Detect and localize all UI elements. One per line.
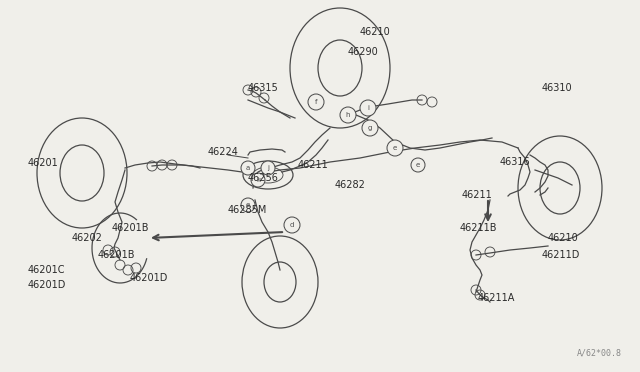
Text: k: k	[256, 177, 260, 183]
Circle shape	[284, 217, 300, 233]
Text: 46201B: 46201B	[98, 250, 136, 260]
Circle shape	[360, 100, 376, 116]
Text: 46211: 46211	[462, 190, 493, 200]
Text: 46201C: 46201C	[28, 265, 65, 275]
Circle shape	[251, 173, 265, 187]
Text: 46316: 46316	[500, 157, 531, 167]
Text: 46201: 46201	[28, 158, 59, 168]
Text: f: f	[315, 99, 317, 105]
Circle shape	[308, 94, 324, 110]
Circle shape	[340, 107, 356, 123]
Circle shape	[411, 158, 425, 172]
Text: A/62*00.8: A/62*00.8	[577, 349, 622, 358]
Text: 46211B: 46211B	[460, 223, 497, 233]
Text: 46211: 46211	[298, 160, 329, 170]
Text: g: g	[368, 125, 372, 131]
Text: 46282: 46282	[335, 180, 366, 190]
Text: i: i	[367, 105, 369, 111]
Text: 46210: 46210	[360, 27, 391, 37]
Text: h: h	[346, 112, 350, 118]
Text: e: e	[416, 162, 420, 168]
Circle shape	[241, 198, 255, 212]
Text: 46201D: 46201D	[130, 273, 168, 283]
Text: a: a	[246, 165, 250, 171]
Text: j: j	[267, 165, 269, 171]
Text: 46224: 46224	[208, 147, 239, 157]
Text: 46285M: 46285M	[228, 205, 268, 215]
Text: 46315: 46315	[248, 83, 279, 93]
Text: 46210: 46210	[548, 233, 579, 243]
Text: e: e	[246, 202, 250, 208]
Circle shape	[387, 140, 403, 156]
Circle shape	[261, 161, 275, 175]
Text: 46211D: 46211D	[542, 250, 580, 260]
Text: d: d	[290, 222, 294, 228]
Text: 46201D: 46201D	[28, 280, 67, 290]
Text: 46211A: 46211A	[478, 293, 515, 303]
Circle shape	[362, 120, 378, 136]
Text: 46290: 46290	[348, 47, 379, 57]
Text: 46202: 46202	[72, 233, 103, 243]
Text: 46201B: 46201B	[112, 223, 150, 233]
Circle shape	[241, 161, 255, 175]
Text: 46310: 46310	[542, 83, 573, 93]
Text: 46256: 46256	[248, 173, 279, 183]
Text: e: e	[393, 145, 397, 151]
